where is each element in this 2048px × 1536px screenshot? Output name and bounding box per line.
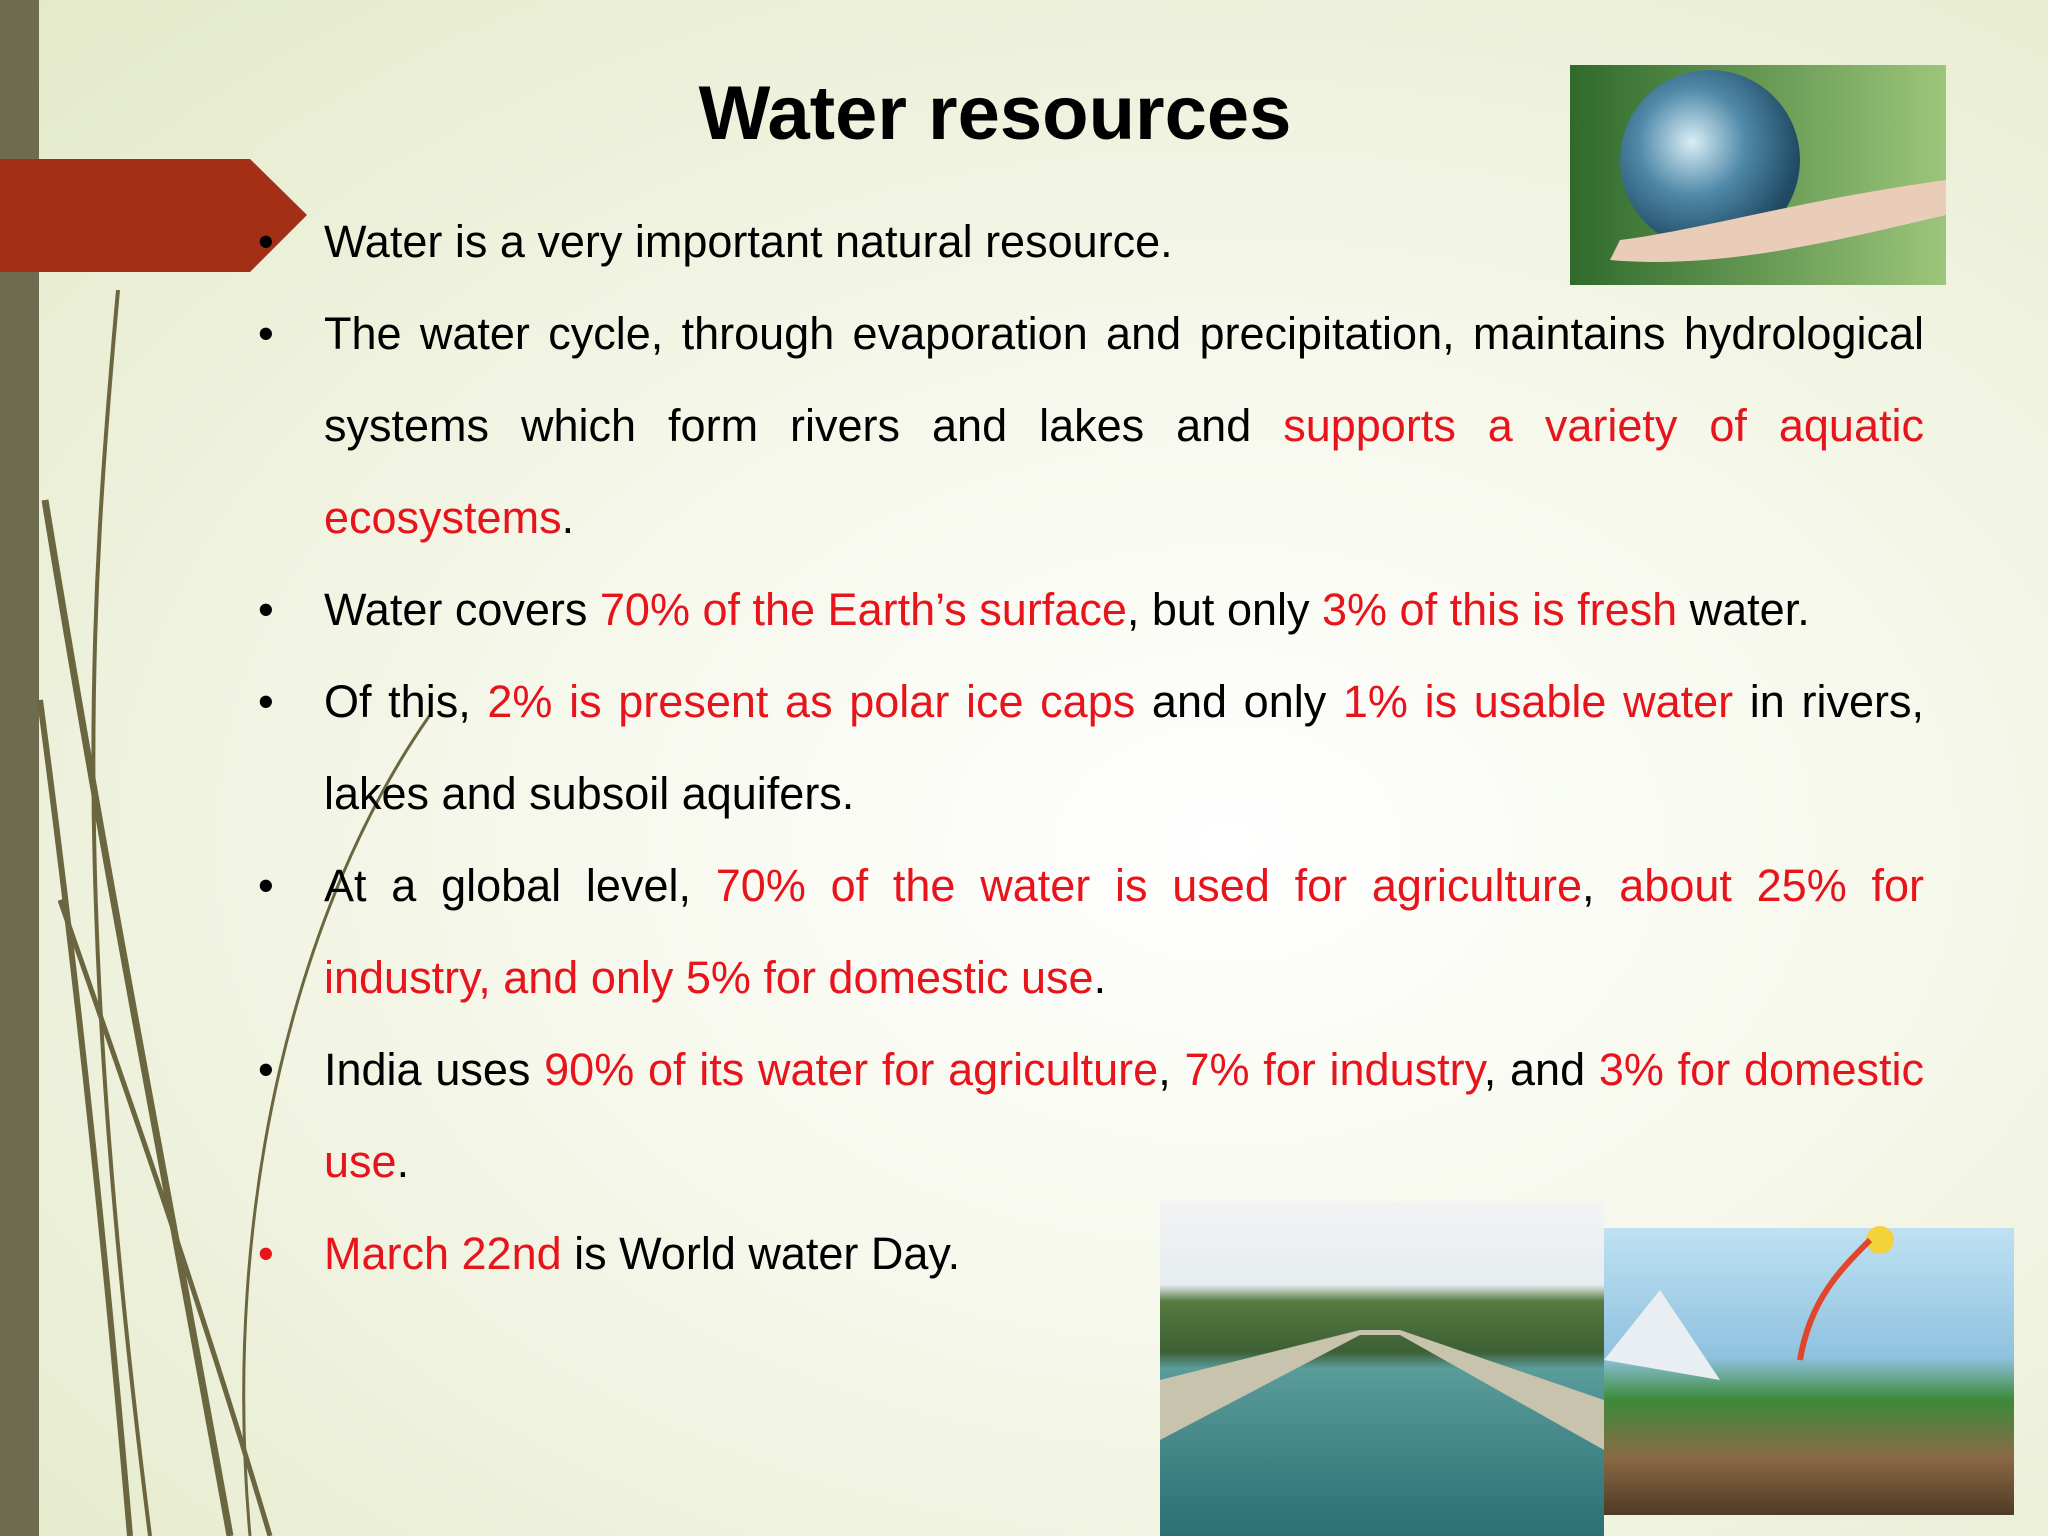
body-text: , bbox=[1158, 1044, 1185, 1095]
highlight-text: 3% of this is fresh bbox=[1322, 584, 1678, 635]
canal-image bbox=[1160, 1201, 1604, 1536]
bullet-dot: • bbox=[258, 676, 274, 727]
bullet-item: • At a global level, 70% of the water is … bbox=[258, 840, 1924, 1024]
highlight-text: March 22nd bbox=[324, 1228, 562, 1279]
bullet-dot: • bbox=[258, 308, 274, 359]
bullet-item: • March 22nd is World water Day. bbox=[258, 1208, 1924, 1300]
arrow-tab bbox=[0, 159, 307, 272]
body-text: . bbox=[396, 1136, 410, 1187]
highlight-text: 3% for domestic use bbox=[324, 1044, 1925, 1187]
body-text: , bbox=[1582, 860, 1620, 911]
body-text: in rivers, lakes and subsoil aquifers. bbox=[324, 676, 1924, 819]
bullet-dot: • bbox=[258, 216, 274, 267]
body-text: is World water Day. bbox=[561, 1228, 961, 1279]
bullet-item: • Of this, 2% is present as polar ice cap… bbox=[258, 656, 1924, 840]
bullet-list: • Water is a very important natural resou… bbox=[258, 196, 1925, 1300]
highlight-text: 7% for industry bbox=[1184, 1044, 1484, 1095]
body-text: At a global level, bbox=[324, 860, 716, 911]
body-text: The water cycle, through evaporation and… bbox=[324, 308, 1924, 451]
bullet-dot: • bbox=[258, 1044, 274, 1095]
water-cycle-image bbox=[1604, 1226, 2014, 1515]
body-text: Of this, bbox=[324, 676, 488, 727]
body-text: water. bbox=[1677, 584, 1810, 635]
slide-title: Water resources bbox=[698, 71, 1292, 156]
body-text: , but only bbox=[1126, 584, 1322, 635]
body-text: and only bbox=[1135, 676, 1343, 727]
highlight-text: 70% of the Earth’s surface bbox=[599, 584, 1127, 635]
grass-lines bbox=[37, 289, 432, 1536]
body-text: , and bbox=[1483, 1044, 1599, 1095]
bullet-item: • The water cycle, through evaporation an… bbox=[258, 288, 1924, 564]
body-text: Water covers bbox=[324, 584, 600, 635]
bullet-item: • Water covers 70% of the Earth’s surface… bbox=[258, 564, 1924, 656]
highlight-text: 2% is present as polar ice caps bbox=[487, 676, 1136, 727]
bullet-item: • India uses 90% of its water for agricul… bbox=[258, 1024, 1925, 1208]
highlight-text: 1% is usable water bbox=[1342, 676, 1734, 727]
highlight-text: 90% of its water for agriculture bbox=[544, 1044, 1159, 1095]
highlight-text: about 25% for industry, and only 5% for … bbox=[324, 860, 1924, 1003]
body-text: . bbox=[561, 492, 575, 543]
body-text: . bbox=[1093, 952, 1107, 1003]
highlight-text: supports a variety of aquatic ecosystems bbox=[324, 400, 1924, 543]
bullet-dot: • bbox=[258, 860, 274, 911]
body-text: India uses bbox=[324, 1044, 545, 1095]
bullet-item: • Water is a very important natural resou… bbox=[258, 196, 1924, 288]
body-text: Water is a very important natural resour… bbox=[324, 216, 1173, 267]
highlight-text: 70% of the water is used for agriculture bbox=[715, 860, 1582, 911]
bullet-dot: • bbox=[258, 1228, 274, 1279]
globe-image bbox=[1570, 65, 1946, 285]
bullet-dot: • bbox=[258, 584, 274, 635]
